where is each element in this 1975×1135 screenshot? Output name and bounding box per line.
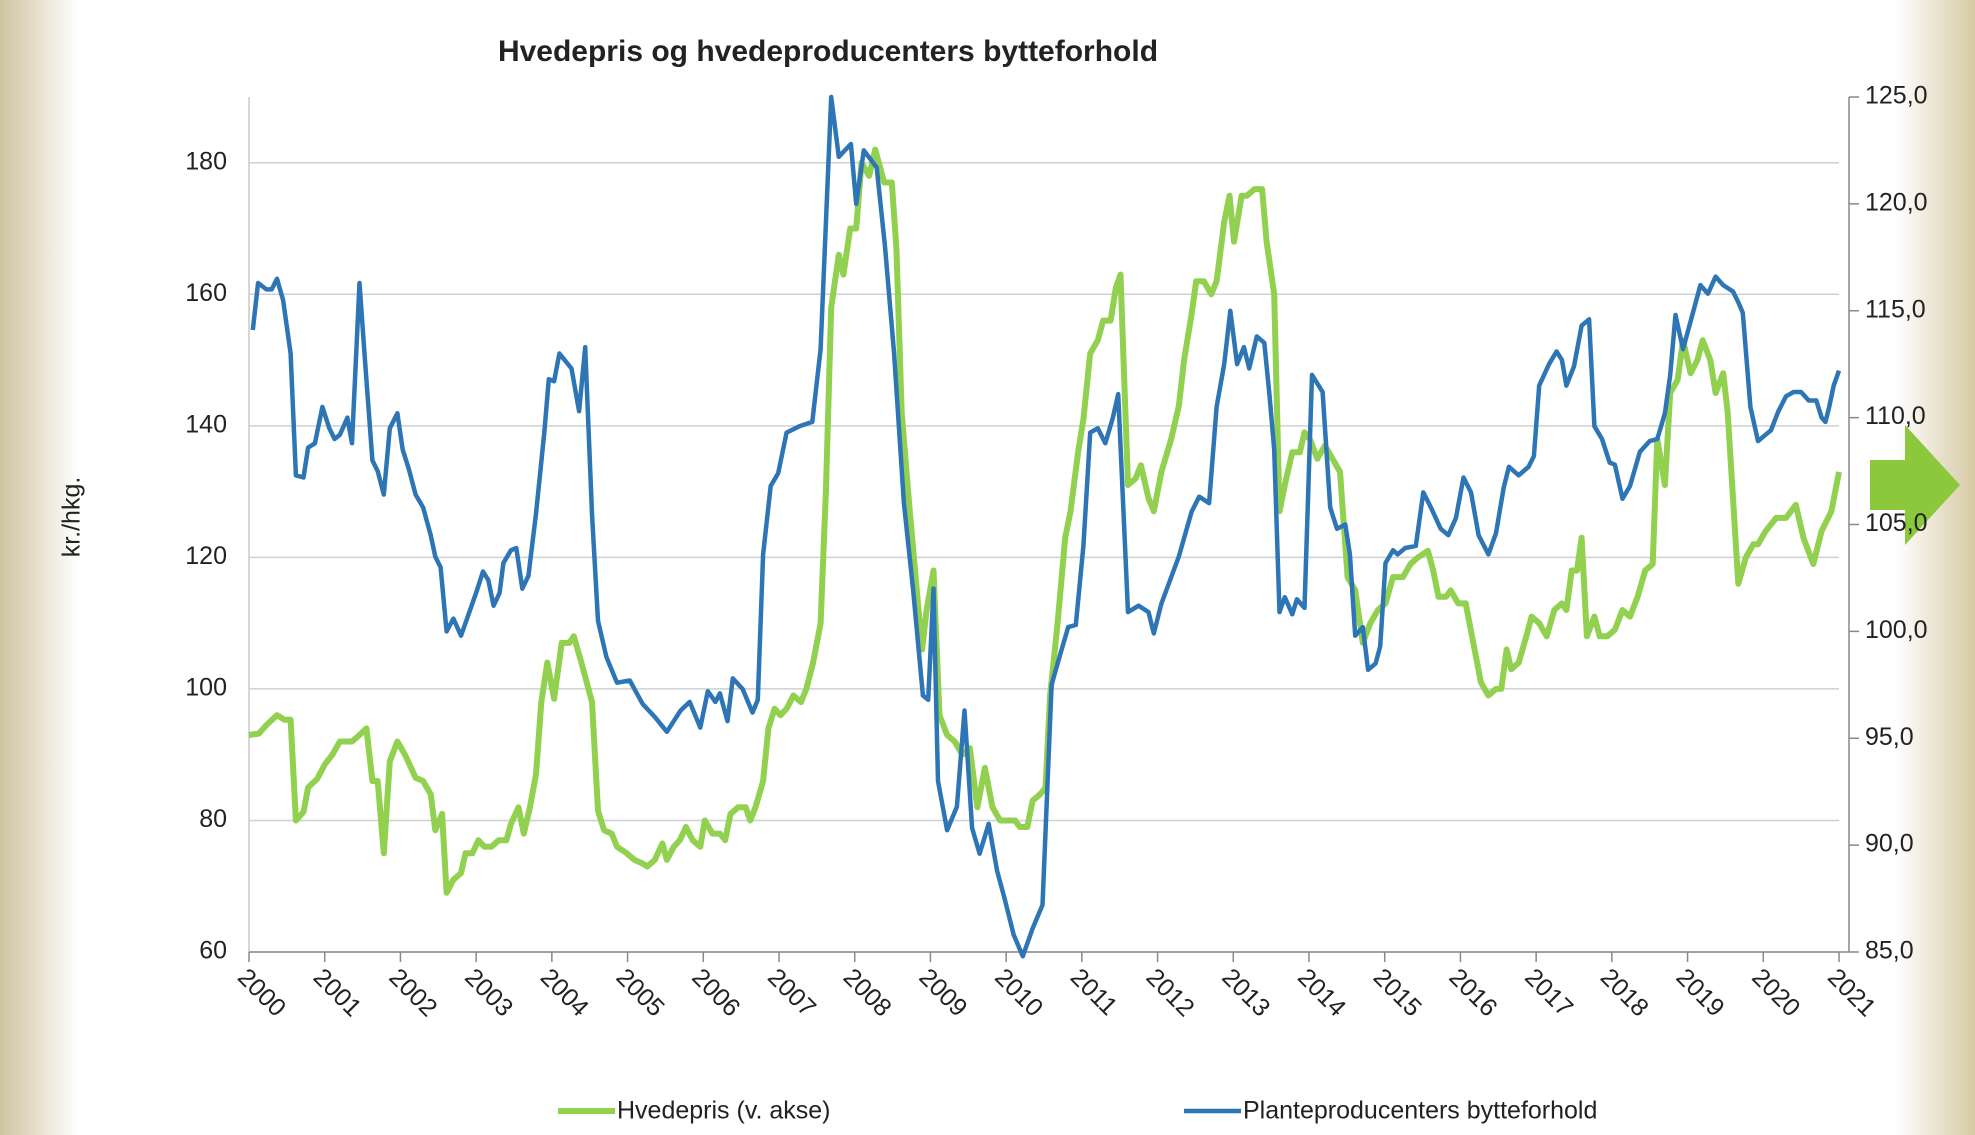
y2-tick-label: 125,0: [1865, 82, 1928, 110]
chart-title: Hvedepris og hvedeproducenters bytteforh…: [498, 35, 1158, 68]
y2-tick-label: 115,0: [1865, 295, 1926, 323]
y-tick-label: 120: [185, 542, 227, 570]
data-line: [248, 146, 1842, 896]
y-axis-label: kr./hkg.: [58, 477, 86, 558]
data-line: [250, 94, 1842, 959]
y2-tick-label: 105,0: [1865, 509, 1928, 537]
y-tick-label: 180: [185, 147, 227, 175]
y-tick-label: 60: [199, 937, 227, 965]
y-tick-label: 140: [185, 410, 227, 438]
y-tick-label: 160: [185, 279, 227, 307]
y2-tick-label: 110,0: [1865, 402, 1926, 430]
y2-tick-label: 120,0: [1865, 188, 1928, 216]
y2-tick-label: 95,0: [1865, 723, 1914, 751]
y2-tick-label: 90,0: [1865, 830, 1914, 858]
y-tick-label: 80: [199, 805, 227, 833]
legend-label: Hvedepris (v. akse): [617, 1097, 831, 1125]
y2-tick-label: 100,0: [1865, 616, 1928, 644]
y2-tick-label: 85,0: [1865, 937, 1914, 965]
y-tick-label: 100: [185, 674, 227, 702]
legend-label: Planteproducenters bytteforhold: [1243, 1097, 1597, 1125]
decor-arrow: [1870, 425, 1960, 545]
